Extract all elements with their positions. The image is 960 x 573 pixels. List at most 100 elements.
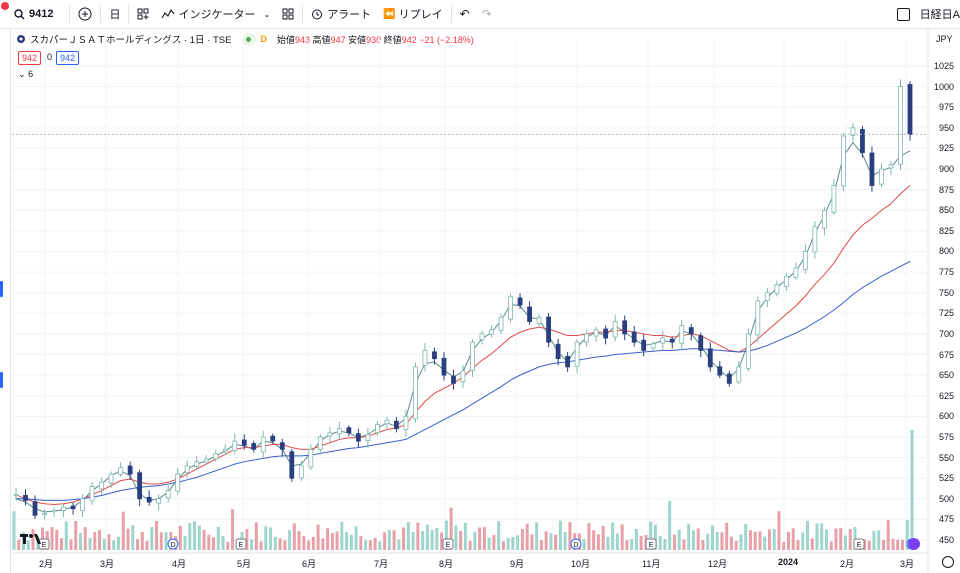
volume-bar [364, 540, 368, 550]
volume-bar [563, 531, 567, 550]
volume-bar [535, 522, 539, 550]
moving-average-line [15, 185, 911, 506]
replay-button[interactable]: ⏪ リプレイ [377, 0, 448, 28]
marker-label: D [573, 542, 578, 549]
volume-bar [858, 541, 862, 550]
volume-bar [231, 509, 235, 550]
divider [450, 5, 452, 23]
candle-body [279, 442, 285, 450]
alarm-clock-icon [312, 9, 323, 20]
volume-bar [900, 539, 904, 550]
layout-button[interactable] [276, 0, 300, 28]
volume-bar [596, 534, 600, 550]
volume-bar [644, 534, 648, 550]
chart-type-button[interactable] [131, 0, 155, 28]
candle-body [527, 306, 532, 322]
price-tick-label: 775 [938, 267, 954, 278]
buy-price-box[interactable]: 942 [56, 51, 80, 65]
currency-label[interactable]: JPY [936, 34, 953, 44]
price-tick-label: 750 [938, 287, 954, 298]
tradingview-logo-icon[interactable] [20, 534, 42, 546]
volume-bar [392, 530, 396, 550]
symbol-text: 9412 [29, 8, 54, 20]
indicator-icon [162, 8, 175, 19]
marker-label: D [170, 542, 175, 549]
volume-bar [729, 536, 733, 550]
undo-button[interactable]: ↶ [454, 0, 476, 28]
volume-bar [554, 534, 558, 550]
chart-legend: スカパーＪＳＡＴホールディングス · 1日 · TSE D 始値943 高値94… [16, 32, 474, 46]
series-title[interactable]: スカパーＪＳＡＴホールディングス · 1日 · TSE [30, 35, 232, 46]
volume-bar [862, 539, 866, 550]
volume-bar [658, 535, 662, 550]
candle-body [42, 513, 47, 516]
volume-bar [734, 540, 738, 550]
settings-icon[interactable] [942, 556, 954, 568]
candle-body [175, 473, 181, 492]
volume-bar [824, 529, 828, 550]
candle-body [698, 335, 704, 351]
candle-body [536, 317, 542, 325]
close-label: 終値 [383, 34, 402, 45]
volume-bar [79, 532, 83, 550]
candle-body [32, 501, 38, 516]
top-toolbar: 9412 日 インジケーター ⌄ アラート ⏪ リプレイ ↶ ↷ 日経日A [0, 0, 960, 29]
marker-label: E [649, 542, 654, 549]
volume-bar [102, 538, 106, 550]
volume-bar [739, 534, 743, 550]
candle-body [669, 338, 675, 343]
moving-average-line [16, 260, 911, 501]
volume-bar [663, 539, 667, 550]
volume-bar [178, 525, 182, 550]
volume-bar [606, 536, 610, 550]
strip-marker [0, 281, 3, 297]
volume-bar [207, 534, 211, 550]
volume-bar [444, 520, 448, 550]
indicators-button[interactable]: インジケーター ⌄ [155, 0, 276, 28]
candle-body [375, 424, 380, 433]
candle-body [146, 496, 152, 503]
symbol-search[interactable]: 9412 [0, 0, 59, 28]
redo-button[interactable]: ↷ [476, 0, 498, 28]
candle-body [707, 348, 713, 368]
volume-bar [254, 522, 258, 550]
candle-body [745, 333, 751, 369]
volume-bar [250, 539, 254, 550]
candle-body [641, 339, 647, 351]
volume-bar [307, 540, 311, 550]
time-tick-label: 2月 [39, 559, 54, 569]
price-tick-label: 450 [938, 535, 954, 545]
price-tick-label: 650 [938, 370, 954, 381]
candle-body [679, 325, 685, 344]
price-tick-label: 550 [938, 452, 954, 463]
volume-bar [896, 539, 900, 550]
candle-body [260, 436, 266, 453]
sell-price-box[interactable]: 942 [18, 51, 42, 65]
volume-bar [383, 532, 387, 550]
interval-button[interactable]: 日 [103, 0, 126, 28]
volume-bar [720, 532, 724, 550]
add-symbol-button[interactable] [72, 0, 98, 28]
volume-bar [506, 537, 510, 550]
candle-body [508, 296, 513, 320]
candle-body [213, 453, 219, 460]
time-tick-label: 2024 [778, 557, 799, 567]
volume-bar [131, 525, 135, 550]
volume-bar [136, 539, 140, 550]
volume-bar [539, 540, 543, 550]
volume-bar [653, 524, 657, 550]
compare-toggle[interactable]: 日経日A [891, 0, 960, 28]
volume-bar [416, 522, 420, 550]
collapse-legend-button[interactable]: ⌄ 6 [18, 69, 33, 80]
volume-bar [55, 529, 59, 550]
alert-button[interactable]: アラート [305, 0, 377, 28]
volume-bar [715, 532, 719, 550]
volume-bar [881, 540, 885, 550]
volume-bar [649, 521, 653, 550]
volume-bar [83, 527, 87, 550]
candle-body [298, 465, 304, 479]
price-tick-label: 575 [938, 431, 954, 442]
volume-bar [568, 522, 572, 550]
volume-bar [406, 522, 410, 550]
